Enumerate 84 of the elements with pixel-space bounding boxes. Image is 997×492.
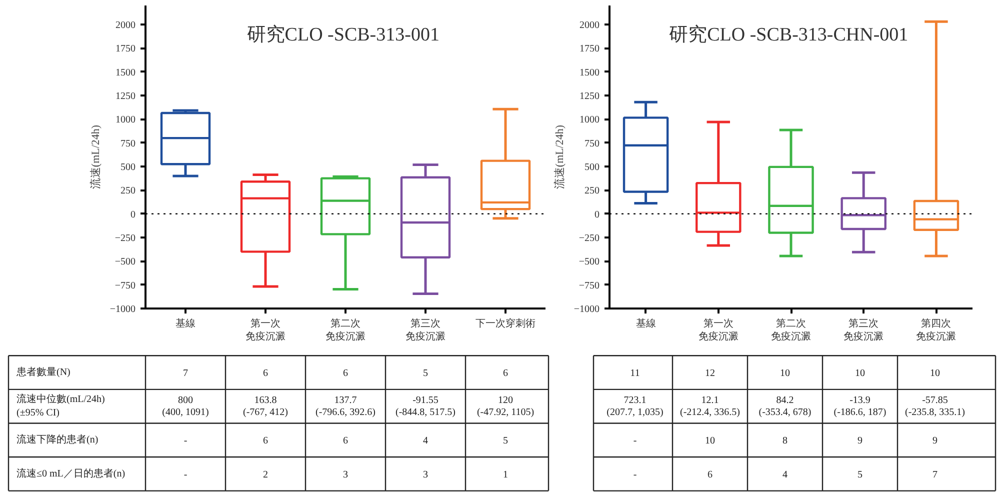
y-tick-label: −1000 <box>574 304 600 315</box>
x-tick-label: 第三次免疫沉澱 <box>406 318 446 343</box>
text: 137.7 (-796.6, 392.6) <box>316 394 376 418</box>
x-tick-label: 第一次免疫沉澱 <box>246 318 286 343</box>
y-tick-label: 0 <box>594 209 600 220</box>
text: 84.2 (-353.4, 678) <box>758 394 812 418</box>
x-tick-label: 第一次免疫沉澱 <box>698 318 738 343</box>
text: 6 <box>343 368 348 380</box>
y-tick-label: −1000 <box>110 304 136 315</box>
text: 723.1 (207.7, 1,035) <box>606 394 664 418</box>
y-axis-title: 流速(mL/24h) <box>552 124 566 190</box>
y-tick-label: 2000 <box>116 20 136 31</box>
text: 流速中位數(mL/24h) (±95% CI) <box>16 393 105 418</box>
y-tick-label: 250 <box>584 186 600 197</box>
text: - <box>633 469 637 480</box>
text: 6 <box>708 469 712 480</box>
y-tick-label: −750 <box>578 280 600 292</box>
y-tick-label: 1250 <box>580 90 600 102</box>
text: -13.9 (-186.6, 187) <box>834 394 886 418</box>
text: 12 <box>705 368 715 380</box>
y-tick-label: 750 <box>584 138 600 150</box>
text: 研究CLO -SCB-313-001 <box>246 24 440 46</box>
y-tick-label: 750 <box>120 138 136 150</box>
text: 9 <box>932 436 938 447</box>
x-tick-label: 第二次免疫沉澱 <box>326 318 366 343</box>
text: 1 <box>503 469 508 480</box>
text: 5 <box>503 436 508 447</box>
text: 12.1 (-212.4, 336.5) <box>680 394 740 418</box>
text: -57.85 (-235.8, 335.1) <box>905 394 966 418</box>
y-tick-label: −500 <box>114 256 136 268</box>
text: 3 <box>343 469 348 480</box>
x-tick-label: 基線 <box>176 318 196 330</box>
text: 120 (-47.92, 1105) <box>476 394 534 418</box>
y-tick-label: 250 <box>120 186 136 197</box>
y-tick-label: −250 <box>114 232 136 244</box>
y-tick-label: 2000 <box>580 20 600 31</box>
text: - <box>184 469 188 480</box>
text: -91.55 (-844.8, 517.5) <box>396 394 456 418</box>
text: 2 <box>263 469 268 480</box>
text: 6 <box>263 368 268 380</box>
y-tick-label: 0 <box>130 209 136 220</box>
y-tick-label: 1000 <box>580 114 600 126</box>
text: 4 <box>782 469 788 480</box>
y-tick-label: 500 <box>120 162 136 173</box>
y-tick-label: 1750 <box>580 44 600 55</box>
text: 163.8 (-767, 412) <box>243 394 288 418</box>
x-tick-label: 第四次免疫沉澱 <box>916 318 956 343</box>
text: 8 <box>782 436 788 447</box>
x-tick-label: 基線 <box>636 318 656 330</box>
text: 10 <box>780 368 790 380</box>
text: 6 <box>263 436 268 447</box>
y-axis-title: 流速(mL/24h) <box>88 124 102 190</box>
y-tick-label: 1250 <box>116 90 136 102</box>
text: 研究CLO -SCB-313-CHN-001 <box>669 24 908 46</box>
x-tick-label: 下一次穿刺術 <box>476 318 536 330</box>
text: 5 <box>423 368 428 380</box>
x-tick-label: 第二次免疫沉澱 <box>771 318 811 343</box>
text: 11 <box>630 368 640 380</box>
text: 6 <box>503 368 508 380</box>
text: 10 <box>855 368 865 380</box>
text: 5 <box>858 469 862 480</box>
y-tick-label: 1500 <box>580 67 600 78</box>
text: 7 <box>183 368 188 380</box>
text: 10 <box>930 368 940 380</box>
text: 患者數量(N) <box>16 366 70 378</box>
text: - <box>633 436 637 447</box>
text: 流速≤0 mL／日的患者(n) <box>16 467 126 480</box>
text: 9 <box>858 436 862 447</box>
y-tick-label: −500 <box>578 256 600 268</box>
text: 6 <box>343 436 348 447</box>
text: 流速下降的患者(n) <box>16 434 98 446</box>
text: 3 <box>423 469 428 480</box>
text: 4 <box>423 436 428 447</box>
x-tick-label: 第三次免疫沉澱 <box>844 318 884 343</box>
y-tick-label: 1500 <box>116 67 136 78</box>
text: 800 (400, 1091) <box>162 394 209 418</box>
y-tick-label: −750 <box>114 280 136 292</box>
y-tick-label: 1000 <box>116 114 136 126</box>
y-tick-label: 500 <box>584 162 600 173</box>
y-tick-label: 1750 <box>116 44 136 55</box>
text: - <box>184 436 188 447</box>
y-tick-label: −250 <box>578 232 600 244</box>
text: 7 <box>932 469 938 480</box>
text: 10 <box>705 436 715 447</box>
